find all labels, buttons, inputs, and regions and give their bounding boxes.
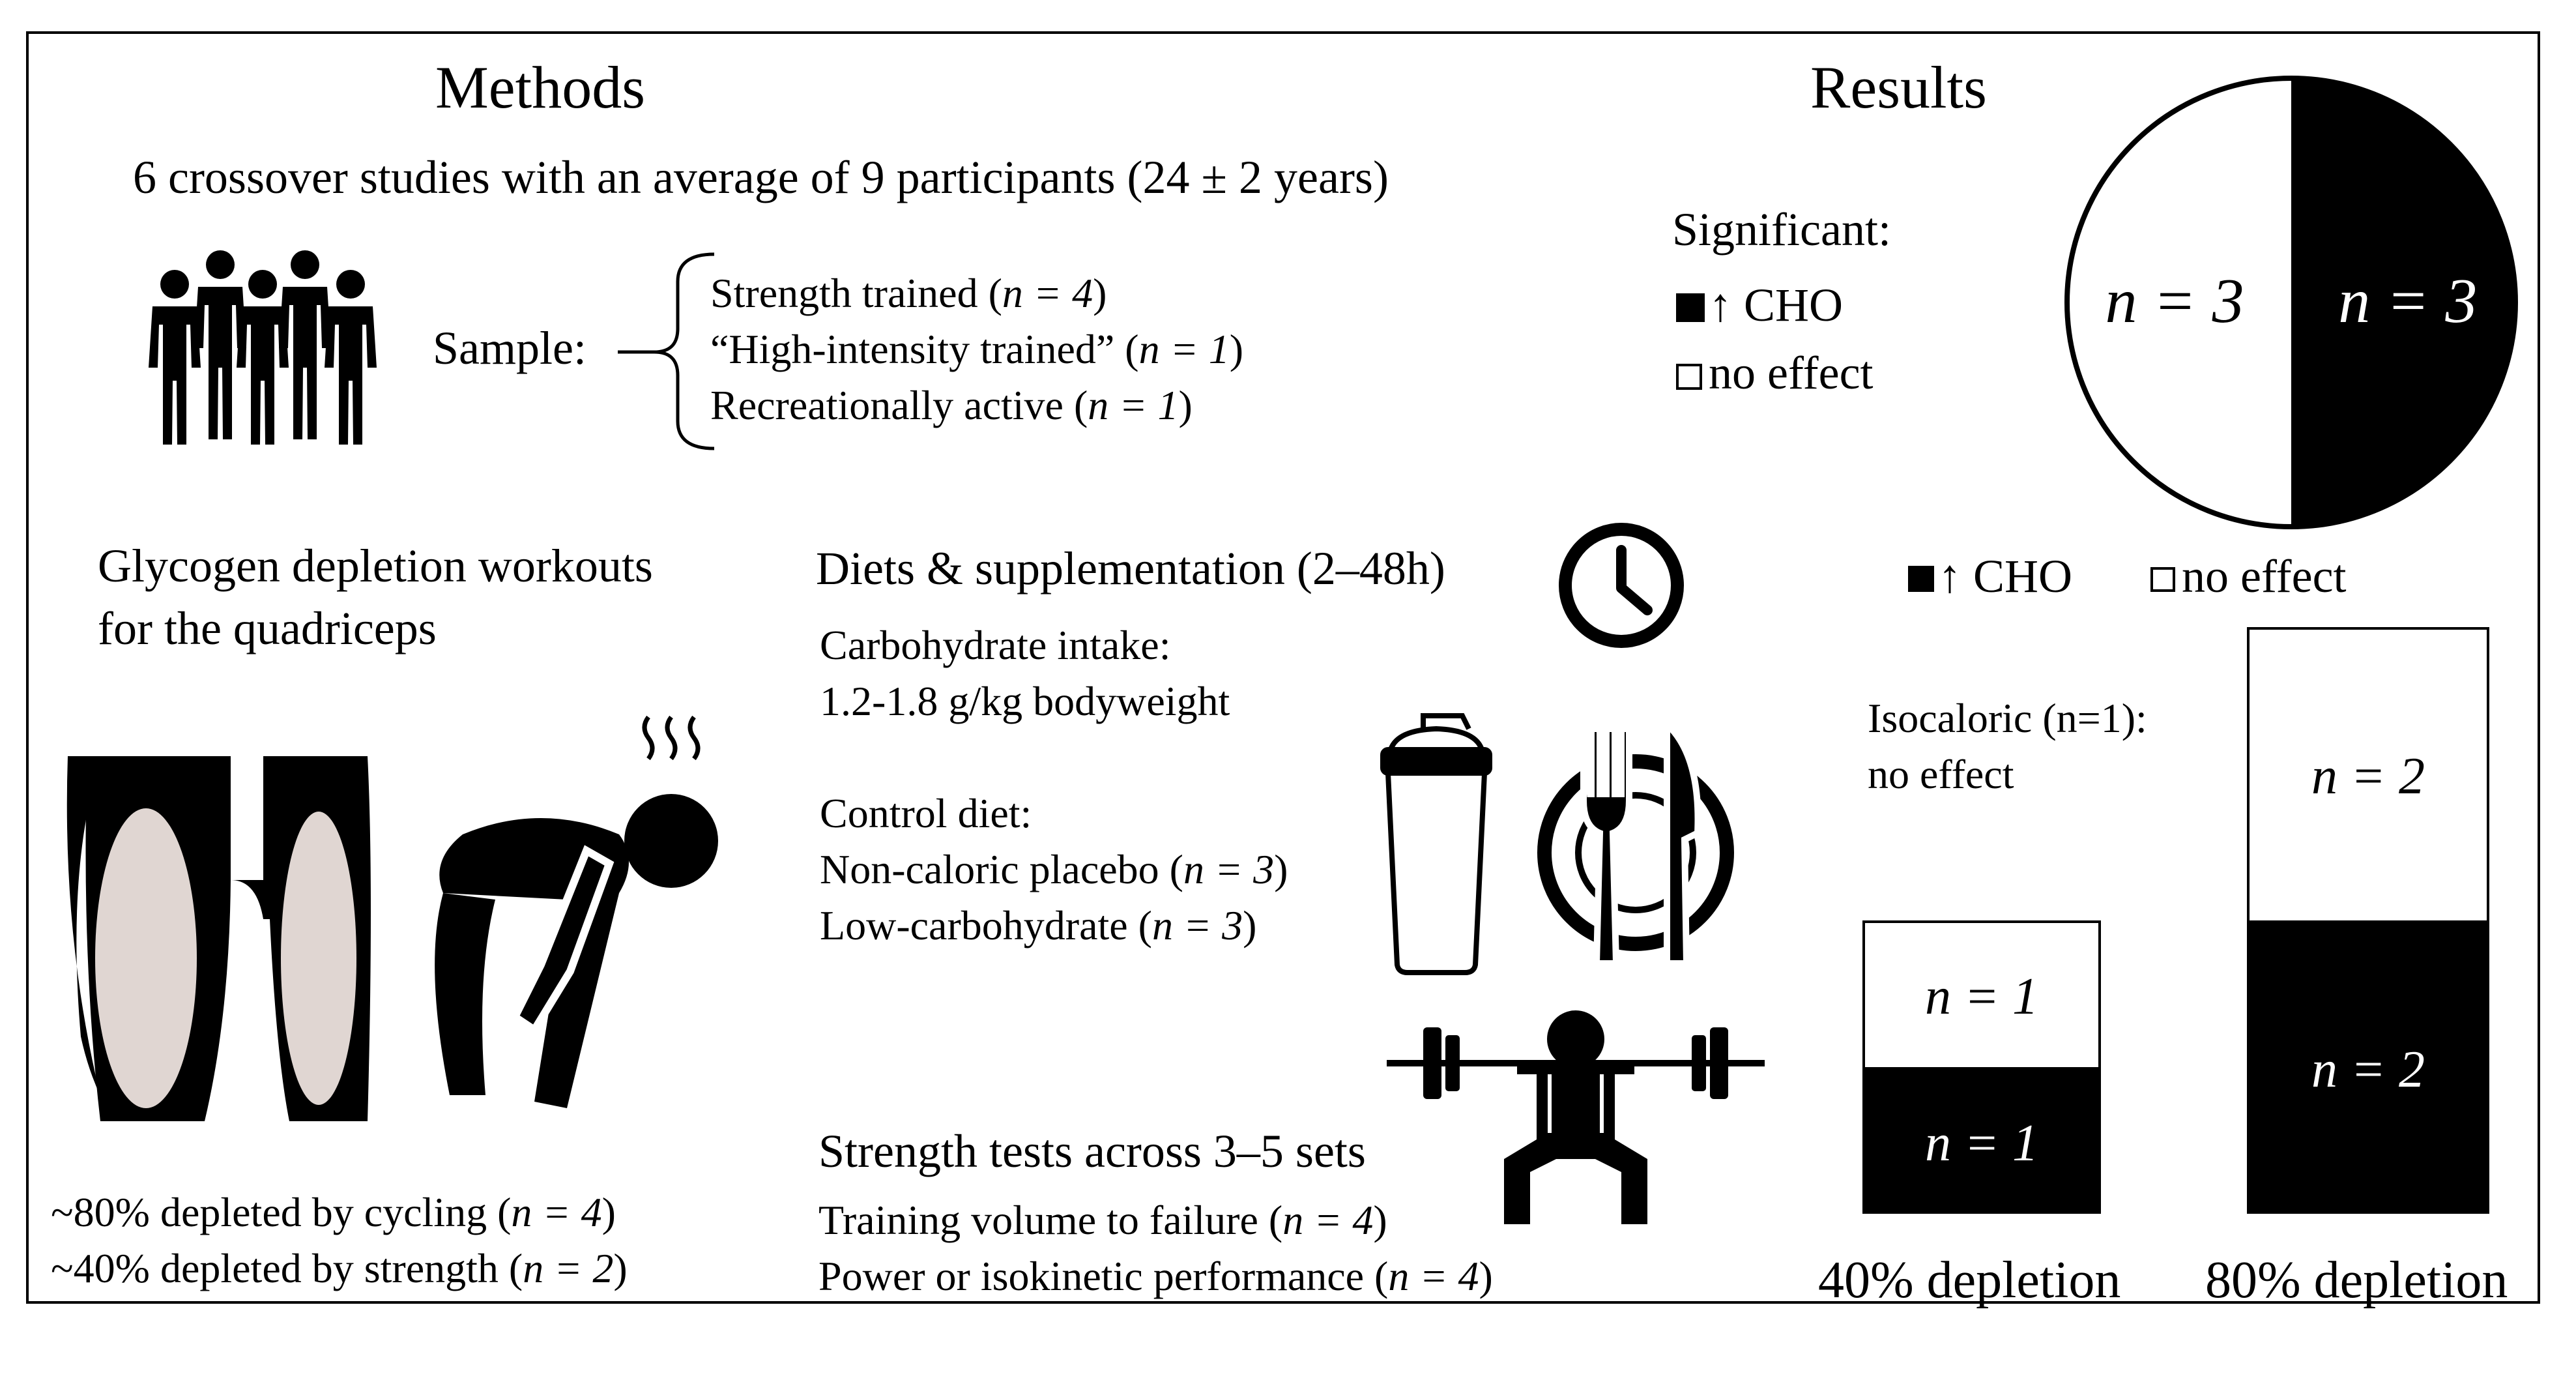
glycogen-item-1: ~80% depleted by cycling (n = 4) (51, 1189, 616, 1235)
bar-segment-cho-1: n = 2 (2247, 920, 2489, 1214)
legend-none-entry: no effect (1676, 349, 1874, 396)
bar-legend-empty-square-icon (2150, 567, 2175, 592)
bar-label-cho-1: n = 2 (2311, 1041, 2425, 1098)
methods-summary: 6 crossover studies with an average of 9… (133, 151, 1389, 203)
control-diet-label: Control diet: (820, 790, 1032, 836)
glycogen-title-line2: for the quadriceps (98, 602, 437, 654)
exhausted-person-icon (435, 715, 718, 1108)
legend-filled-square-icon (1676, 293, 1705, 322)
results-title: Results (1810, 54, 1987, 121)
plate-cutlery-icon (1537, 726, 1734, 967)
sample-group-3: Recreationally active (n = 1) (710, 382, 1193, 428)
bar-label-none-1: n = 2 (2311, 748, 2425, 805)
glycogen-item-2: ~40% depleted by strength (n = 2) (51, 1245, 628, 1291)
pie-outline (2064, 76, 2518, 529)
bar-legend-none: no effect (2150, 553, 2347, 600)
significant-label: Significant: (1672, 203, 1891, 256)
bar-legend-filled-square-icon (1908, 566, 1934, 592)
control-diet-2: Low-carbohydrate (n = 3) (820, 902, 1257, 948)
pie-label-cho: n = 3 (2338, 266, 2477, 336)
shaker-bottle-icon (1380, 713, 1492, 975)
pie-label-no-effect: n = 3 (2106, 266, 2244, 336)
pie-slice-no-effect (2067, 78, 2291, 527)
sample-group-2: “High-intensity trained” (n = 1) (710, 326, 1244, 372)
methods-title: Methods (435, 54, 645, 121)
bar-segment-none-1: n = 2 (2247, 627, 2489, 923)
diets-title: Diets & supplementation (2–48h) (816, 542, 1445, 595)
control-diet-1: Non-caloric placebo (n = 3) (820, 846, 1288, 892)
carb-intake-label: Carbohydrate intake: (820, 622, 1171, 668)
isocaloric-line2: no effect (1868, 751, 2014, 797)
bar-category-80: 80% depletion (2205, 1252, 2508, 1309)
strength-title: Strength tests across 3–5 sets (818, 1125, 1366, 1177)
strength-item-2: Power or isokinetic performance (n = 4) (818, 1253, 1493, 1299)
bar-label-cho-0: n = 1 (1925, 1114, 2038, 1172)
quadriceps-thighs-icon (66, 756, 371, 1121)
bar-segment-cho-0: n = 1 (1862, 1067, 2101, 1214)
people-group-icon (149, 250, 377, 445)
isocaloric-line1: Isocaloric (n=1): (1868, 695, 2147, 741)
squat-weightlifter-icon (1387, 1010, 1765, 1224)
brace-connector (618, 252, 715, 450)
sample-group-1: Strength trained (n = 4) (710, 270, 1107, 316)
figure-frame (26, 31, 2540, 1304)
carb-intake-value: 1.2-1.8 g/kg bodyweight (820, 678, 1230, 724)
bar-label-none-0: n = 1 (1925, 967, 2038, 1025)
bar-category-40: 40% depletion (1818, 1252, 2121, 1309)
results-pie-chart: n = 3 n = 3 (2064, 76, 2518, 529)
bar-legend-cho: ↑ CHO (1908, 553, 2072, 600)
legend-empty-square-icon (1676, 364, 1702, 390)
glycogen-title-line1: Glycogen depletion workouts (98, 540, 653, 592)
legend-cho-entry: ↑ CHO (1676, 282, 1843, 329)
strength-item-1: Training volume to failure (n = 4) (818, 1197, 1387, 1243)
bar-segment-none-0: n = 1 (1862, 920, 2101, 1070)
sample-label: Sample: (433, 322, 586, 374)
pie-slice-cho (2291, 78, 2515, 527)
clock-icon (1559, 523, 1684, 648)
